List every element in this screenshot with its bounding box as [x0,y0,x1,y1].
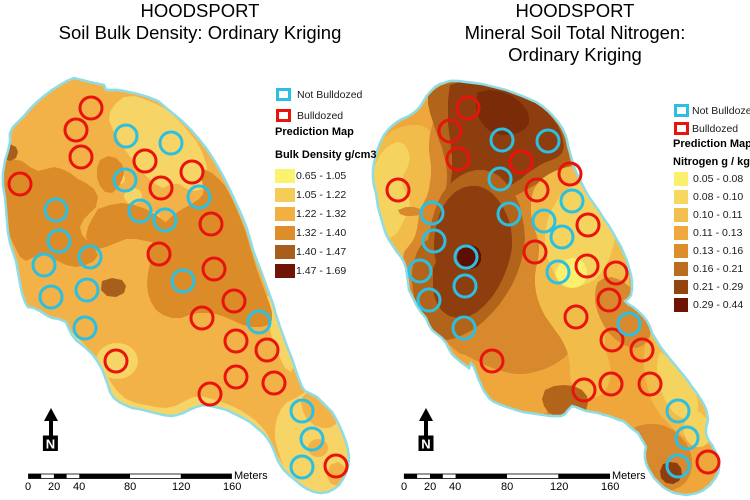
svg-text:N: N [46,437,55,452]
svg-text:N: N [421,437,430,452]
